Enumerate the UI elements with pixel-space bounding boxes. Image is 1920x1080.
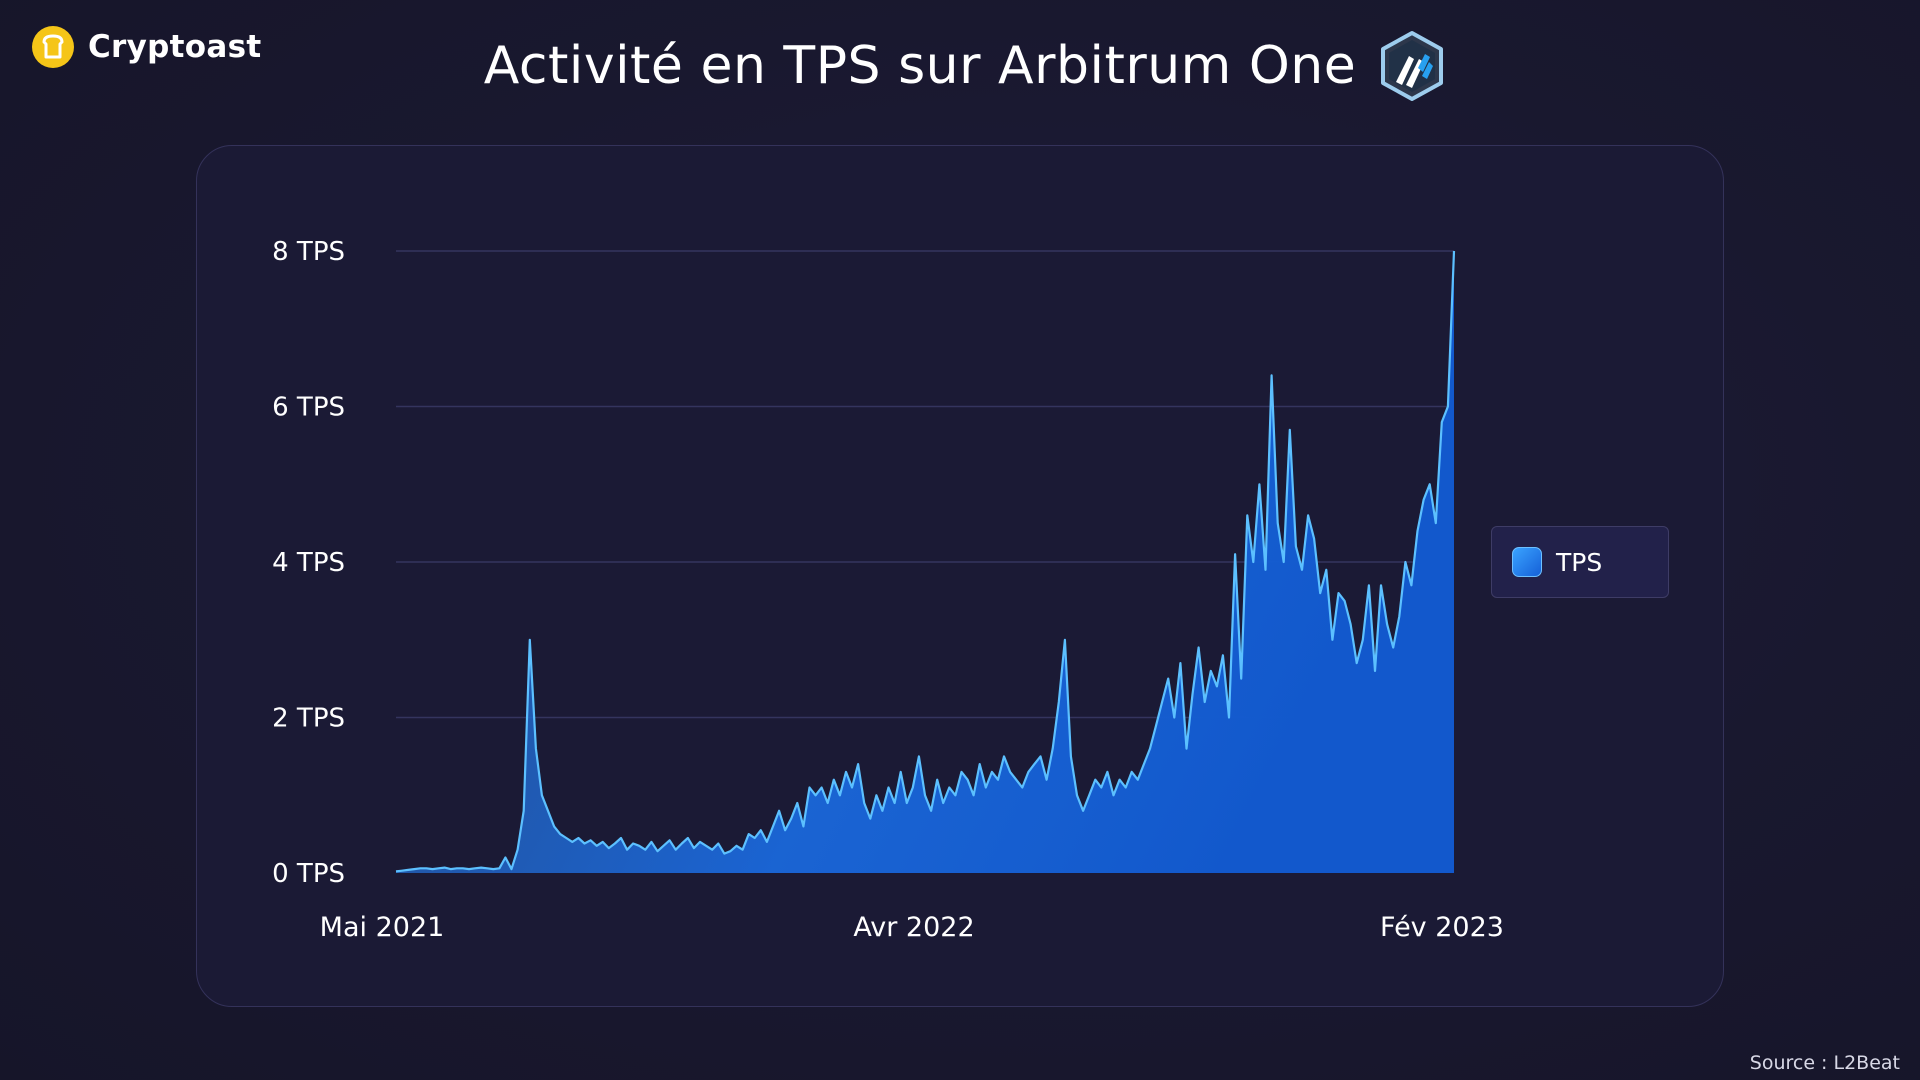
x-tick-label: Fév 2023 [1380,912,1504,943]
legend-swatch [1512,547,1542,577]
arbitrum-logo-icon [1381,31,1444,101]
y-tick-label: 6 TPS [272,393,345,423]
x-tick-label: Mai 2021 [320,912,445,943]
chart-card: 0 TPS 2 TPS 4 TPS 6 TPS 8 TPS Mai 2021 Avr 202… [196,145,1724,1007]
y-tick-label: 4 TPS [272,548,345,578]
series-area-tps [396,251,1454,873]
y-tick-label: 0 TPS [272,859,345,889]
y-tick-label: 2 TPS [272,704,345,734]
cryptoast-toast-icon [32,26,74,68]
header: Activité en TPS sur Arbitrum One [0,30,1920,102]
y-tick-label: 8 TPS [272,237,345,267]
x-tick-label: Avr 2022 [853,912,974,943]
series-line-tps [395,250,1456,873]
chart: 0 TPS 2 TPS 4 TPS 6 TPS 8 TPS Mai 2021 Avr 202… [272,237,1504,943]
brand-name: Cryptoast [88,29,262,65]
legend-label: TPS [1556,547,1603,577]
page-title: Activité en TPS sur Arbitrum One [483,36,1357,96]
brand: Cryptoast [30,24,261,70]
legend: TPS [1491,526,1669,598]
source-note: Source : L2Beat [1749,1052,1900,1074]
